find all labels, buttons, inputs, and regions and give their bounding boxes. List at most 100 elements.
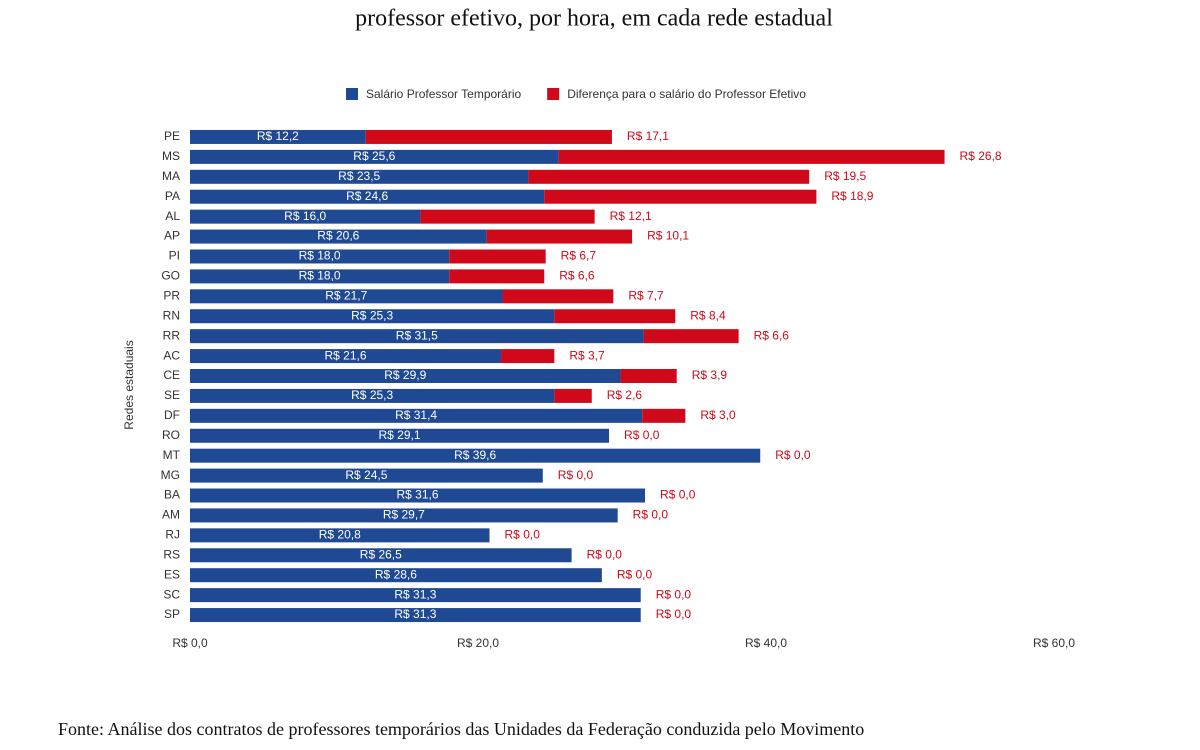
bar-value-label: R$ 2,6 xyxy=(607,388,643,402)
legend-swatch xyxy=(346,88,358,100)
bar-segment xyxy=(190,608,641,623)
bar-value-label: R$ 24,6 xyxy=(346,189,388,203)
bar-segment xyxy=(420,209,595,224)
y-tick-label: ES xyxy=(164,567,180,581)
y-tick-label: AM xyxy=(162,508,180,522)
bar-value-label: R$ 10,1 xyxy=(647,229,689,243)
bar-segment xyxy=(190,568,602,583)
bar-value-label: R$ 25,3 xyxy=(351,308,393,322)
y-tick-label: DF xyxy=(164,408,180,422)
y-tick-label: MS xyxy=(162,149,180,163)
bar-segment xyxy=(642,408,686,423)
bar-value-label: R$ 26,8 xyxy=(960,149,1002,163)
bar-value-label: R$ 16,0 xyxy=(284,209,326,223)
bar-value-label: R$ 0,0 xyxy=(656,587,692,601)
y-tick-label: SC xyxy=(163,587,180,601)
y-tick-label: PI xyxy=(169,249,180,263)
y-tick-label: RS xyxy=(163,547,180,561)
bar-segment xyxy=(190,428,610,443)
bar-value-label: R$ 20,6 xyxy=(317,229,359,243)
bar-value-label: R$ 39,6 xyxy=(454,448,496,462)
bar-segment xyxy=(501,349,555,364)
y-tick-label: MT xyxy=(163,448,181,462)
bar-segment xyxy=(449,269,545,284)
bar-segment xyxy=(190,349,502,364)
bar-value-label: R$ 6,7 xyxy=(561,249,597,263)
y-tick-label: RJ xyxy=(165,528,180,542)
bar-segment xyxy=(554,309,676,324)
bar-segment xyxy=(486,229,633,244)
bar-value-label: R$ 25,6 xyxy=(353,149,395,163)
x-tick-label: R$ 20,0 xyxy=(457,636,499,650)
y-tick-label: AC xyxy=(163,348,180,362)
bar-value-label: R$ 0,0 xyxy=(624,428,660,442)
bar-value-label: R$ 12,1 xyxy=(610,209,652,223)
legend-swatch xyxy=(547,88,560,100)
bar-segment xyxy=(544,189,817,204)
bar-value-label: R$ 3,7 xyxy=(569,348,605,362)
y-tick-label: AP xyxy=(164,229,180,243)
bar-value-label: R$ 26,5 xyxy=(360,547,402,561)
bar-segment xyxy=(190,249,450,264)
bar-value-label: R$ 0,0 xyxy=(587,547,623,561)
y-tick-label: CE xyxy=(163,368,180,382)
bar-segment xyxy=(449,249,546,264)
bar-segment xyxy=(190,388,555,403)
bar-value-label: R$ 3,0 xyxy=(700,408,736,422)
bar-value-label: R$ 18,0 xyxy=(299,249,341,263)
bar-segment xyxy=(643,329,739,344)
bar-value-label: R$ 29,1 xyxy=(379,428,421,442)
bar-segment xyxy=(620,369,677,383)
bar-value-label: R$ 23,5 xyxy=(338,169,380,183)
bar-value-label: R$ 20,8 xyxy=(319,528,361,542)
bar-segment xyxy=(190,209,421,224)
bar-segment xyxy=(190,189,545,204)
bar-value-label: R$ 29,7 xyxy=(383,508,425,522)
bar-value-label: R$ 6,6 xyxy=(754,328,790,342)
bar-segment xyxy=(558,149,945,164)
bar-value-label: R$ 0,0 xyxy=(505,528,541,542)
x-tick-label: R$ 40,0 xyxy=(745,636,787,650)
bar-value-label: R$ 21,7 xyxy=(325,288,367,302)
bar-value-label: R$ 31,4 xyxy=(395,408,437,422)
bar-value-label: R$ 24,5 xyxy=(345,468,387,482)
bar-segment xyxy=(190,548,572,563)
bar-segment xyxy=(190,289,503,304)
bar-value-label: R$ 29,9 xyxy=(384,368,426,382)
bar-value-label: R$ 31,5 xyxy=(396,328,438,342)
bar-segment xyxy=(190,149,559,164)
bar-value-label: R$ 7,7 xyxy=(628,288,664,302)
bar-value-label: R$ 21,6 xyxy=(325,348,367,362)
bar-value-label: R$ 28,6 xyxy=(375,567,417,581)
bar-value-label: R$ 18,0 xyxy=(299,269,341,283)
bar-value-label: R$ 31,6 xyxy=(397,488,439,502)
legend-label: Diferença para o salário do Professor Ef… xyxy=(567,87,806,101)
y-tick-label: GO xyxy=(161,269,180,283)
bar-value-label: R$ 19,5 xyxy=(824,169,866,183)
bar-segment xyxy=(190,408,643,423)
bar-value-label: R$ 0,0 xyxy=(660,488,696,502)
bar-value-label: R$ 25,3 xyxy=(351,388,393,402)
bar-segment xyxy=(190,169,529,184)
bar-value-label: R$ 0,0 xyxy=(558,468,594,482)
bar-segment xyxy=(365,129,612,144)
source-note: Fonte: Análise dos contratos de professo… xyxy=(58,719,864,739)
bar-segment xyxy=(190,528,490,543)
bar-segment xyxy=(190,508,618,523)
chart-title: professor efetivo, por hora, em cada red… xyxy=(355,6,833,32)
bar-value-label: R$ 0,0 xyxy=(775,448,811,462)
bar-segment xyxy=(190,488,646,503)
y-tick-label: AL xyxy=(165,209,180,223)
bar-segment xyxy=(190,129,366,144)
y-tick-label: PR xyxy=(163,288,180,302)
y-tick-label: PA xyxy=(165,189,180,203)
bar-value-label: R$ 0,0 xyxy=(633,508,669,522)
bar-value-label: R$ 3,9 xyxy=(692,368,728,382)
x-tick-label: R$ 60,0 xyxy=(1033,636,1075,650)
bar-segment xyxy=(190,448,761,463)
bar-segment xyxy=(554,388,592,403)
y-tick-label: SE xyxy=(164,388,180,402)
bar-segment xyxy=(190,309,555,324)
y-tick-label: RN xyxy=(163,308,180,322)
